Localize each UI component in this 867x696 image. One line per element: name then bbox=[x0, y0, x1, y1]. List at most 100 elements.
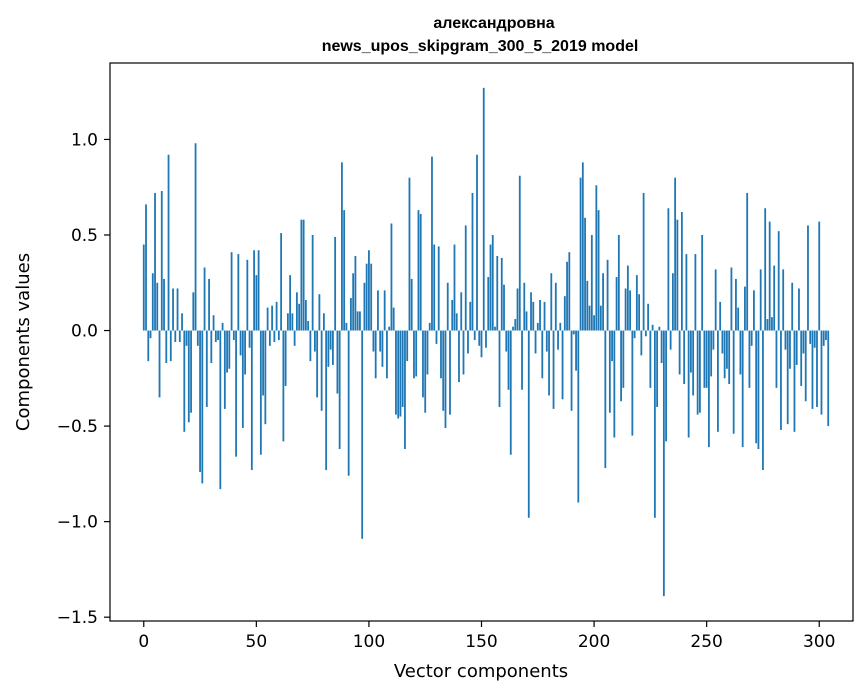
bar bbox=[566, 261, 568, 331]
bar bbox=[363, 282, 366, 331]
bar bbox=[473, 330, 476, 341]
bar bbox=[739, 330, 742, 375]
bar bbox=[221, 322, 224, 331]
bar bbox=[559, 322, 562, 331]
bar bbox=[527, 330, 530, 518]
bar bbox=[156, 282, 159, 331]
bar bbox=[539, 299, 541, 331]
bar bbox=[325, 330, 328, 471]
bar bbox=[807, 225, 809, 331]
bar bbox=[653, 330, 656, 518]
bar bbox=[327, 330, 330, 367]
bar bbox=[390, 223, 393, 331]
bar bbox=[588, 305, 591, 331]
bar bbox=[514, 319, 517, 331]
bar bbox=[286, 313, 289, 331]
bar bbox=[635, 275, 638, 331]
bar bbox=[309, 330, 312, 362]
bar bbox=[253, 250, 255, 331]
bar bbox=[530, 292, 532, 331]
bar bbox=[250, 330, 253, 471]
x-tick-label: 0 bbox=[138, 632, 149, 652]
bar bbox=[795, 330, 798, 365]
bar bbox=[471, 192, 474, 331]
bar bbox=[602, 273, 604, 331]
bar bbox=[485, 330, 487, 348]
bar bbox=[244, 330, 246, 375]
bar bbox=[593, 315, 595, 331]
bar bbox=[379, 330, 382, 352]
bar bbox=[489, 244, 492, 331]
bar bbox=[377, 290, 379, 331]
plot-frame bbox=[109, 62, 854, 622]
bar bbox=[347, 330, 350, 476]
bar bbox=[313, 330, 316, 352]
y-tick-label: 0.5 bbox=[71, 226, 98, 246]
bar bbox=[541, 330, 544, 379]
bar bbox=[525, 311, 528, 331]
bar bbox=[318, 294, 321, 331]
bar bbox=[440, 330, 442, 379]
bar bbox=[368, 250, 370, 331]
bar bbox=[298, 303, 301, 331]
bar bbox=[158, 330, 161, 398]
bar bbox=[239, 330, 242, 356]
bar bbox=[741, 330, 744, 448]
bar bbox=[192, 292, 195, 331]
bar bbox=[786, 330, 789, 425]
bar bbox=[437, 246, 440, 331]
bar bbox=[554, 282, 557, 331]
bar bbox=[680, 212, 683, 331]
bar bbox=[579, 177, 582, 331]
bar bbox=[719, 301, 722, 331]
bar bbox=[500, 257, 503, 331]
bar bbox=[345, 322, 348, 331]
x-tick-label: 150 bbox=[465, 632, 497, 652]
bar bbox=[701, 234, 704, 331]
bar bbox=[597, 210, 600, 331]
bar bbox=[401, 330, 404, 407]
bar bbox=[190, 330, 192, 413]
bar bbox=[757, 330, 760, 450]
bar bbox=[275, 301, 278, 331]
bar bbox=[784, 330, 787, 350]
bar bbox=[399, 330, 402, 417]
y-tick-label: −1.0 bbox=[57, 513, 98, 533]
bar bbox=[516, 288, 519, 331]
x-tick-label: 250 bbox=[690, 632, 722, 652]
bar bbox=[735, 278, 737, 331]
y-tick-label: 0.0 bbox=[71, 322, 98, 342]
bar bbox=[586, 280, 589, 331]
bar bbox=[417, 210, 420, 331]
bar bbox=[246, 259, 249, 331]
bar bbox=[766, 319, 769, 331]
bar bbox=[613, 330, 616, 438]
bar bbox=[442, 330, 445, 411]
bar bbox=[392, 307, 395, 331]
bar bbox=[435, 330, 438, 344]
bar bbox=[771, 317, 773, 331]
bar bbox=[726, 330, 728, 369]
bar bbox=[631, 330, 634, 436]
bar bbox=[827, 330, 830, 427]
bar bbox=[689, 330, 692, 373]
bar bbox=[406, 330, 409, 362]
bar bbox=[413, 330, 415, 379]
bar bbox=[503, 284, 505, 331]
bar bbox=[183, 330, 186, 432]
bar bbox=[599, 305, 602, 331]
bar bbox=[750, 330, 753, 346]
bar bbox=[818, 221, 821, 331]
bar bbox=[208, 278, 210, 331]
bar bbox=[426, 330, 429, 375]
bar bbox=[329, 330, 332, 350]
bar bbox=[822, 330, 825, 346]
bar bbox=[172, 288, 174, 331]
bar bbox=[291, 313, 294, 331]
bar bbox=[557, 330, 559, 350]
bar bbox=[793, 330, 796, 432]
bar bbox=[282, 330, 285, 442]
bar bbox=[676, 219, 679, 331]
bar bbox=[714, 269, 717, 331]
bar bbox=[203, 267, 206, 331]
